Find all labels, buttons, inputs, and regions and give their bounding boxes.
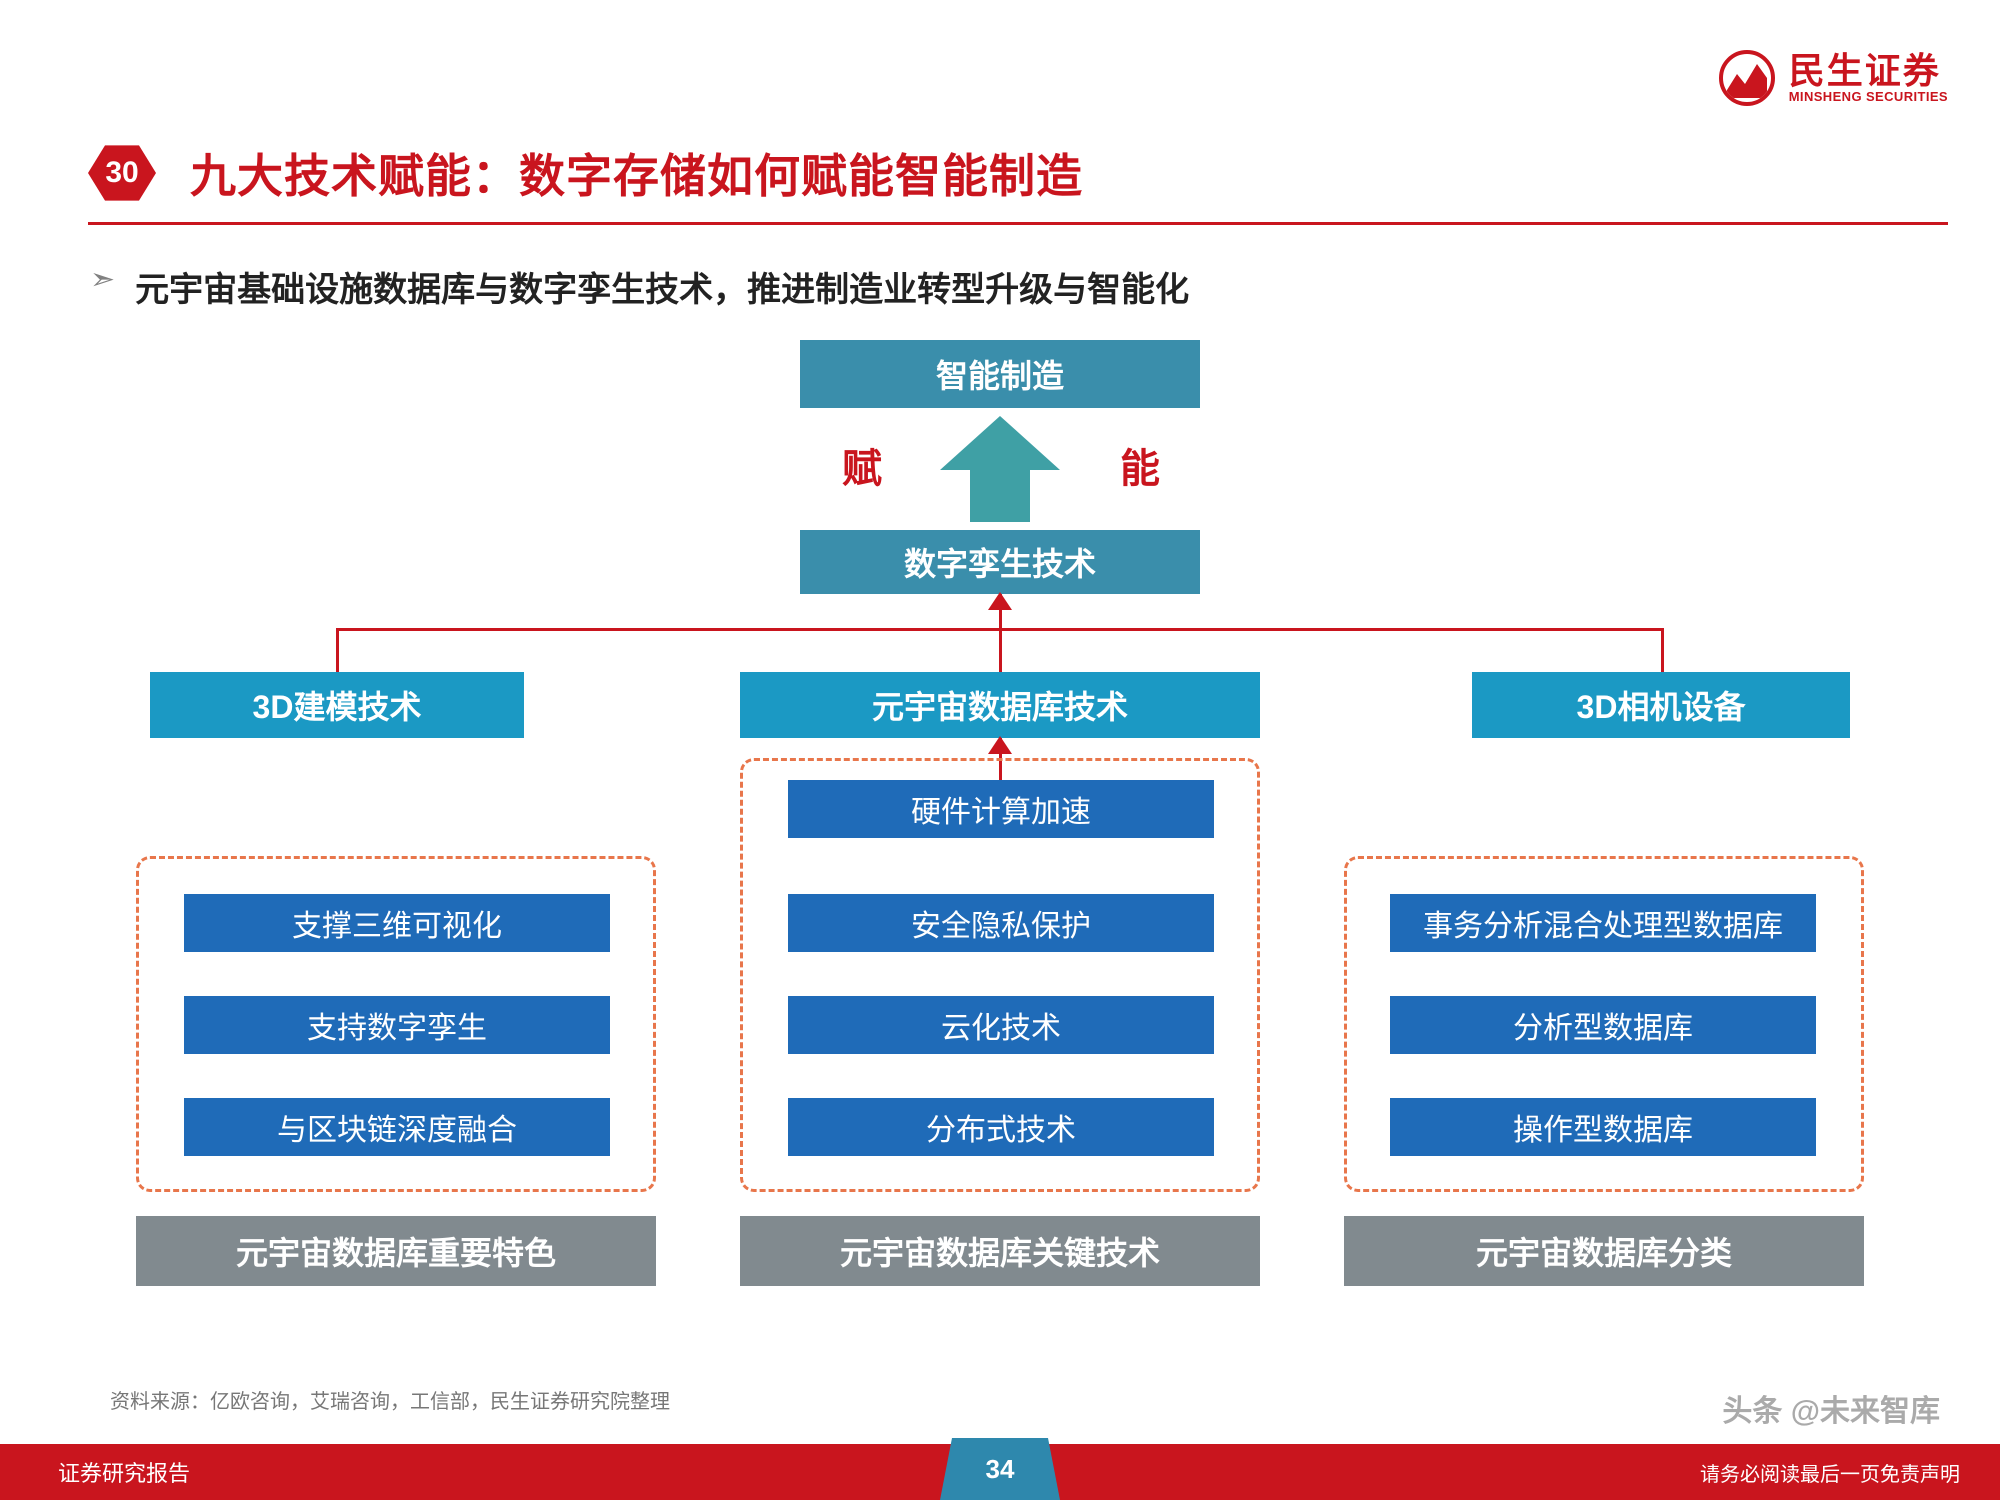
slide: 民生证券 MINSHENG SECURITIES 30 九大技术赋能：数字存储如…	[0, 0, 2000, 1500]
arrow-up-icon	[988, 592, 1012, 610]
group-2-title: 元宇宙数据库分类	[1344, 1216, 1864, 1286]
node-layer3-0: 3D建模技术	[150, 672, 524, 738]
page-number: 34	[940, 1438, 1060, 1500]
node-layer3-1: 元宇宙数据库技术	[740, 672, 1260, 738]
group-1-title: 元宇宙数据库关键技术	[740, 1216, 1260, 1286]
bullet-icon: ➣	[90, 262, 115, 298]
footer-right: 请务必阅读最后一页免责声明	[1700, 1458, 1960, 1487]
connector	[999, 628, 1002, 672]
brand-text: 民生证券 MINSHENG SECURITIES	[1789, 52, 1948, 105]
node-layer3-2: 3D相机设备	[1472, 672, 1850, 738]
big-up-arrow-icon	[940, 416, 1060, 527]
group-2-item-2: 操作型数据库	[1390, 1098, 1816, 1156]
group-1-item-0: 安全隐私保护	[788, 894, 1214, 952]
watermark: 头条 @未来智库	[1722, 1386, 1940, 1430]
diagram: 智能制造 赋 能 数字孪生技术 3D建模技术 元宇宙数据库技术 3D相机设备 硬…	[100, 320, 1900, 1320]
group-0-item-2: 与区块链深度融合	[184, 1098, 610, 1156]
arrow-up-icon	[988, 736, 1012, 754]
title-divider	[88, 222, 1948, 225]
source-line: 资料来源：亿欧咨询，艾瑞咨询，工信部，民生证券研究院整理	[110, 1385, 670, 1414]
group-0-item-0: 支撑三维可视化	[184, 894, 610, 952]
node-top: 智能制造	[800, 340, 1200, 408]
bullet-text: 元宇宙基础设施数据库与数字孪生技术，推进制造业转型升级与智能化	[135, 262, 1189, 311]
group-2-item-1: 分析型数据库	[1390, 996, 1816, 1054]
group-1-item-1: 云化技术	[788, 996, 1214, 1054]
arrow-label-right: 能	[1120, 436, 1160, 494]
connector	[336, 628, 339, 672]
title-row: 30 九大技术赋能：数字存储如何赋能智能制造	[88, 140, 1083, 206]
brand-name-en: MINSHENG SECURITIES	[1789, 89, 1948, 104]
slide-title: 九大技术赋能：数字存储如何赋能智能制造	[190, 140, 1083, 206]
brand-name-cn: 民生证券	[1789, 52, 1948, 90]
connector	[1661, 628, 1664, 672]
footer-left: 证券研究报告	[58, 1456, 190, 1488]
brand-logo: 民生证券 MINSHENG SECURITIES	[1719, 50, 1948, 106]
group-2-item-0: 事务分析混合处理型数据库	[1390, 894, 1816, 952]
slide-number-badge: 30	[88, 143, 156, 203]
brand-mark-icon	[1719, 50, 1775, 106]
bullet-row: ➣ 元宇宙基础设施数据库与数字孪生技术，推进制造业转型升级与智能化	[90, 262, 1189, 311]
group-0-title: 元宇宙数据库重要特色	[136, 1216, 656, 1286]
arrow-label-left: 赋	[842, 436, 882, 494]
node-layer2: 数字孪生技术	[800, 530, 1200, 594]
group-0-item-1: 支持数字孪生	[184, 996, 610, 1054]
group-1-item-2: 分布式技术	[788, 1098, 1214, 1156]
